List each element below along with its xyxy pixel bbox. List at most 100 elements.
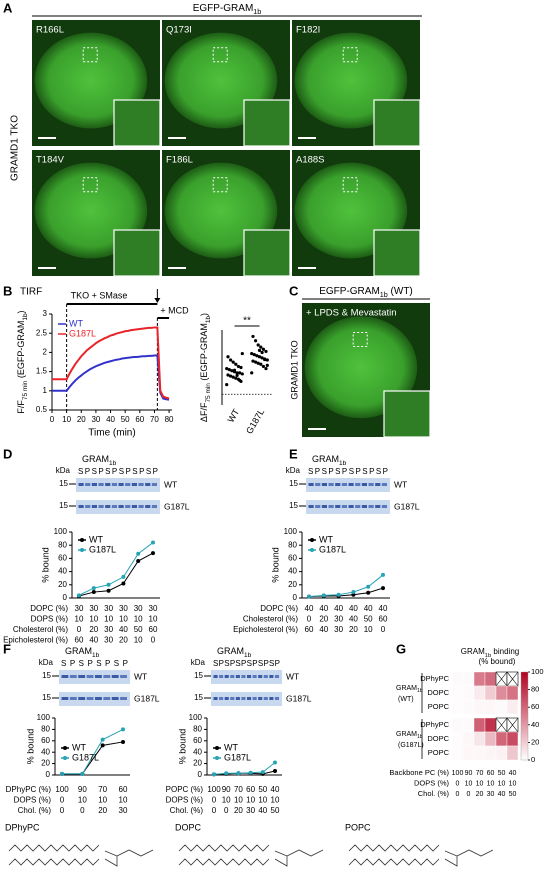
series-line	[78, 552, 154, 597]
table-cell: 10	[271, 796, 280, 805]
text-part: binding	[491, 647, 519, 656]
gel-band	[224, 675, 229, 678]
table-cell: 90	[78, 785, 87, 794]
data-point	[224, 771, 229, 776]
table-row-label: POPC (%)	[166, 785, 204, 794]
y-tick-label: 1	[43, 386, 48, 395]
subscript: 75 min	[22, 380, 29, 400]
data-point	[260, 356, 264, 360]
gel-band	[111, 483, 117, 486]
gel-marker: 15	[42, 693, 51, 702]
gel-band	[61, 697, 69, 700]
subscript: 1b	[205, 316, 212, 324]
table-cell: 20	[119, 636, 128, 645]
y-tick-label: 100	[37, 713, 51, 722]
gel-band	[361, 483, 367, 486]
subscript: 1b	[22, 313, 29, 321]
heatmap-cell	[495, 699, 508, 715]
text-part: GRAM	[82, 454, 109, 464]
data-point	[121, 581, 126, 586]
heatmap-cell	[462, 745, 475, 761]
table-cell: 0	[151, 636, 156, 645]
gel-band	[125, 483, 131, 486]
table-cell: 20	[98, 806, 107, 815]
y-tick-label: 40	[58, 567, 67, 576]
gel-band	[355, 505, 361, 508]
x-tick-label: 80	[165, 415, 174, 424]
gel-band	[95, 675, 102, 678]
table-cell: 30	[487, 791, 495, 798]
heatmap-cell	[462, 671, 475, 687]
gel-band	[328, 483, 334, 486]
data-point	[251, 359, 255, 363]
y-axis-label: F/F75 min (EGFP-GRAM1b)	[16, 310, 29, 413]
data-point	[236, 771, 241, 776]
gel-band	[86, 675, 94, 678]
table-cell: 20	[349, 625, 358, 634]
gel-band	[85, 483, 91, 486]
table-cell: 60	[119, 785, 128, 794]
gel-unit: kDa	[56, 466, 71, 475]
data-point	[263, 357, 267, 362]
y-tick-label: 80	[288, 540, 297, 549]
heatmap-cell	[462, 731, 475, 747]
gel-row-label: WT	[394, 479, 407, 489]
table-cell: 30	[134, 604, 143, 613]
gel-band	[355, 483, 361, 486]
data-point	[91, 590, 96, 595]
table-cell: 10	[78, 796, 87, 805]
table-cell: 40	[349, 615, 358, 624]
gel-band	[341, 483, 347, 486]
x-tick-label: 50	[121, 415, 130, 424]
gel-band	[321, 505, 327, 508]
heatmap-cell	[506, 745, 519, 761]
roi-box	[352, 331, 368, 347]
table-cell: 30	[104, 604, 113, 613]
text-part: F/F	[16, 400, 26, 414]
text-part: GRAM	[65, 646, 92, 656]
x-tick-label: 0	[50, 415, 55, 424]
text-part: GRAM	[396, 731, 417, 738]
gel-unit: kDa	[286, 466, 301, 475]
data-point	[321, 593, 326, 598]
series-line	[52, 354, 170, 401]
gel-band	[78, 505, 84, 508]
table-cell: 50	[271, 806, 280, 815]
table-row-label: DOPS (%)	[414, 778, 450, 787]
heatmap-cell	[451, 699, 464, 715]
data-point	[265, 358, 269, 362]
table-cell: 50	[509, 791, 517, 798]
gel-band	[105, 505, 111, 508]
text-part: EGFP-GRAM	[193, 3, 254, 14]
y-tick-label: 0.5	[36, 405, 48, 414]
gel-row-label: WT	[134, 671, 147, 681]
roi-box	[342, 177, 358, 193]
gel-lanes: SPSPSPSPSPSP	[78, 467, 158, 476]
table-cell: 0	[60, 796, 65, 805]
gel-band	[335, 483, 341, 486]
table-row-label: Epicholesterol (%)	[3, 636, 68, 645]
y-axis-label: % bound	[25, 729, 35, 765]
data-point	[234, 362, 238, 366]
data-point	[91, 586, 96, 591]
gel-lanes: SPSPSPSPSPSP	[213, 659, 280, 668]
gel-band	[120, 697, 127, 700]
gel-band	[111, 697, 119, 700]
gel-unit: kDa	[191, 658, 206, 667]
table-cell: 40	[509, 770, 517, 777]
gel-band	[263, 697, 268, 700]
gel-title: GRAM1b	[217, 646, 252, 659]
text-part: (EGFP-GRAM	[16, 321, 26, 381]
heatmap-cell	[451, 685, 464, 701]
table-cell: 30	[119, 604, 128, 613]
gel-marker: 15	[289, 479, 298, 488]
data-point	[121, 574, 126, 579]
legend-marker	[63, 756, 67, 760]
roi-box	[82, 177, 98, 193]
data-point	[121, 739, 125, 744]
inset	[383, 390, 431, 438]
text-part: )	[16, 310, 26, 313]
roi-box	[82, 47, 98, 63]
subscript: 1b	[253, 7, 261, 16]
